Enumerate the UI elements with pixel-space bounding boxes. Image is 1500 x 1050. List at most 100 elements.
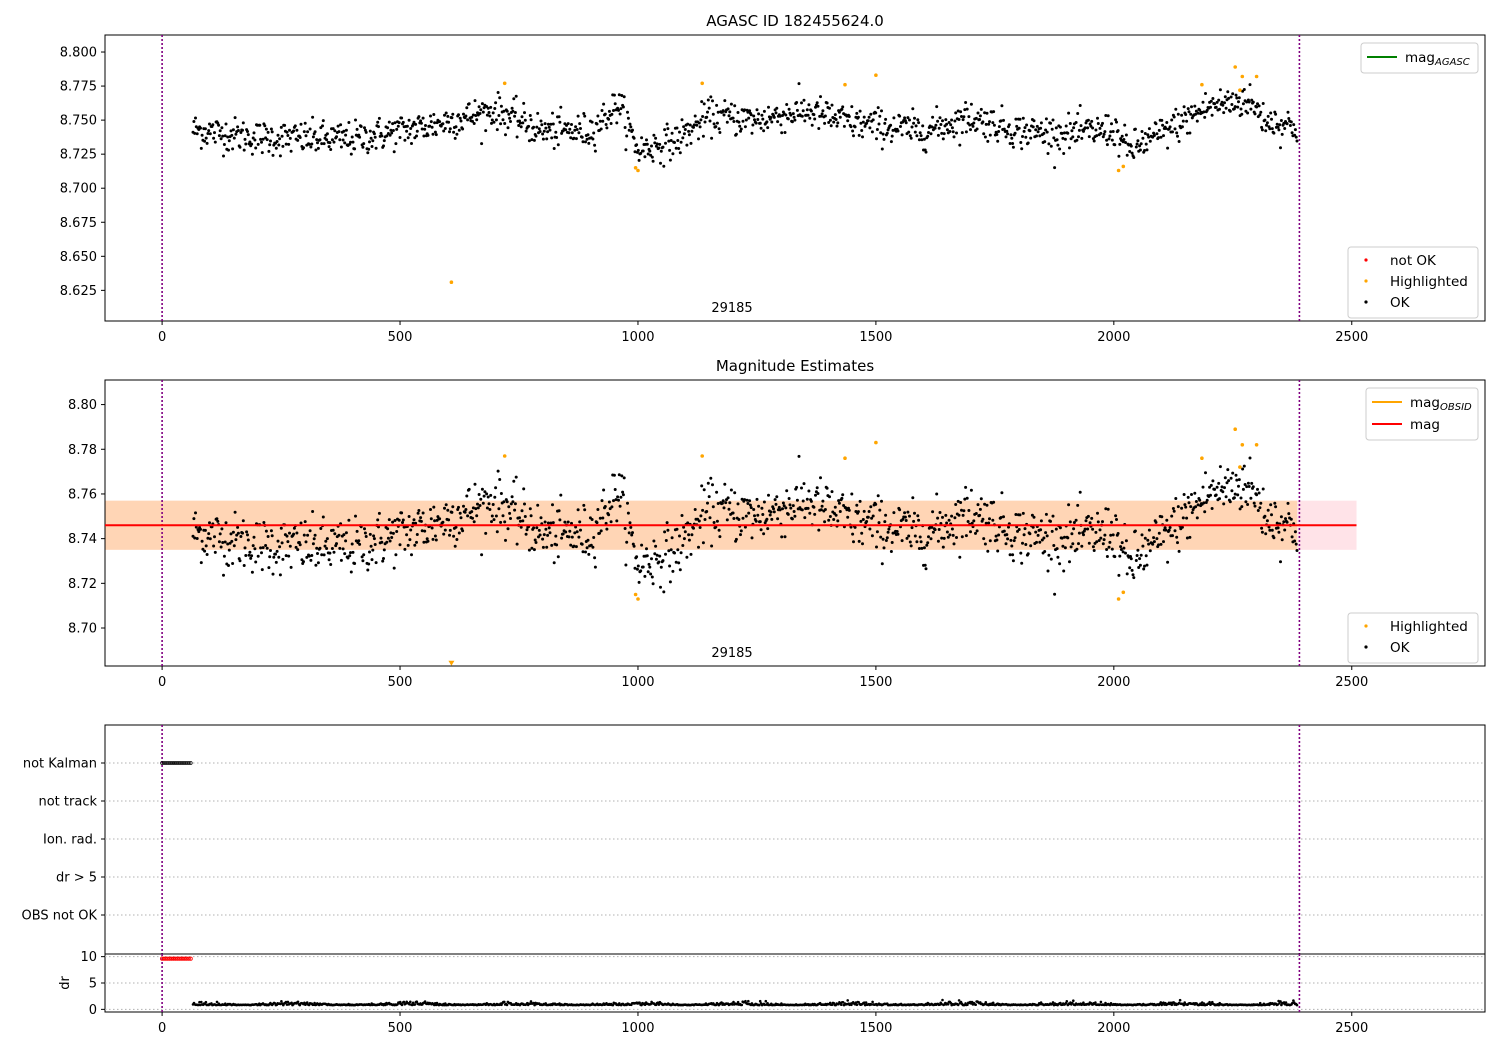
ok-point bbox=[347, 121, 351, 124]
ok-point bbox=[497, 507, 501, 511]
ok-point bbox=[766, 527, 770, 531]
ok-point bbox=[1043, 550, 1047, 553]
ok-point bbox=[578, 122, 582, 126]
ok-point bbox=[511, 109, 515, 113]
ok-point bbox=[682, 537, 686, 541]
ok-point bbox=[628, 521, 632, 525]
ok-point bbox=[930, 525, 934, 529]
ok-point bbox=[979, 497, 983, 501]
ok-point bbox=[662, 164, 666, 168]
y-tick-label: 10 bbox=[80, 950, 97, 965]
ok-point bbox=[299, 122, 303, 126]
ok-point bbox=[316, 552, 319, 555]
ok-point bbox=[1182, 493, 1186, 496]
ok-point bbox=[718, 131, 722, 134]
ok-point bbox=[927, 526, 931, 530]
ok-point bbox=[277, 143, 281, 147]
ok-point bbox=[1181, 119, 1185, 123]
ok-point bbox=[598, 119, 602, 123]
ok-point bbox=[1028, 532, 1032, 536]
ok-point bbox=[795, 101, 799, 104]
ok-point bbox=[1107, 137, 1111, 141]
ok-point bbox=[765, 517, 769, 521]
ok-point bbox=[477, 493, 481, 496]
ok-point bbox=[779, 123, 783, 127]
ok-point bbox=[474, 114, 478, 117]
ok-point bbox=[313, 130, 317, 134]
highlighted-point bbox=[633, 592, 638, 597]
ok-point bbox=[397, 518, 401, 522]
ok-point bbox=[749, 113, 753, 117]
ok-point bbox=[643, 155, 647, 159]
ok-point bbox=[288, 544, 292, 548]
ok-point bbox=[734, 132, 738, 136]
ok-point bbox=[513, 502, 517, 506]
ok-point bbox=[533, 538, 537, 542]
x-tick-label: 1500 bbox=[859, 1021, 892, 1036]
ok-point bbox=[192, 517, 196, 521]
ok-point bbox=[792, 115, 796, 119]
ok-point bbox=[664, 539, 668, 542]
ok-point bbox=[912, 121, 916, 125]
ok-point bbox=[715, 103, 719, 107]
ok-point bbox=[935, 492, 939, 496]
ok-point bbox=[203, 549, 207, 553]
ok-point bbox=[1248, 83, 1252, 87]
ok-point bbox=[784, 506, 788, 510]
ok-point bbox=[507, 505, 511, 509]
ok-point bbox=[699, 514, 703, 518]
ok-point bbox=[1129, 144, 1133, 148]
ok-point bbox=[355, 529, 359, 533]
legend-marker bbox=[1364, 624, 1368, 628]
ok-point bbox=[1007, 525, 1010, 529]
ok-point bbox=[1218, 497, 1221, 501]
dr-point bbox=[529, 1000, 533, 1003]
ok-point bbox=[501, 118, 505, 122]
category-label: OBS not OK bbox=[22, 909, 98, 924]
ok-point bbox=[1121, 140, 1125, 144]
ok-point bbox=[1196, 111, 1200, 115]
ok-point bbox=[975, 529, 979, 533]
ok-point bbox=[221, 134, 225, 138]
ok-point bbox=[419, 121, 423, 125]
ok-point bbox=[702, 488, 706, 492]
ok-point bbox=[1047, 142, 1051, 146]
ok-point bbox=[857, 133, 861, 137]
ok-point bbox=[1022, 533, 1026, 537]
ok-point bbox=[610, 505, 614, 509]
ok-point bbox=[370, 145, 374, 148]
ok-point bbox=[490, 118, 494, 122]
ok-point bbox=[270, 534, 274, 538]
ok-point bbox=[819, 95, 822, 99]
ok-point bbox=[850, 105, 854, 109]
ok-point bbox=[461, 127, 465, 131]
ok-point bbox=[275, 140, 279, 143]
ok-point bbox=[538, 130, 542, 133]
ok-point bbox=[631, 531, 634, 535]
ok-point bbox=[364, 535, 368, 538]
ok-point bbox=[442, 129, 446, 133]
ok-point bbox=[657, 146, 661, 150]
ok-point bbox=[900, 539, 904, 543]
ok-point bbox=[1257, 104, 1261, 108]
ok-point bbox=[1209, 483, 1213, 487]
ok-point bbox=[569, 543, 573, 547]
ok-point bbox=[541, 537, 545, 541]
ok-point bbox=[1240, 112, 1244, 116]
ok-point bbox=[234, 538, 238, 542]
ok-point bbox=[349, 140, 352, 144]
ok-point bbox=[363, 527, 366, 531]
ok-point bbox=[213, 131, 216, 135]
ok-point bbox=[420, 127, 424, 131]
ok-point bbox=[462, 112, 465, 116]
ok-point bbox=[433, 121, 437, 125]
ok-point bbox=[412, 120, 416, 124]
ok-point bbox=[942, 132, 946, 136]
ok-point bbox=[1241, 487, 1245, 491]
ok-point bbox=[774, 502, 778, 506]
ok-point bbox=[496, 91, 500, 94]
ok-point bbox=[1007, 123, 1011, 127]
ok-point bbox=[1210, 113, 1214, 117]
